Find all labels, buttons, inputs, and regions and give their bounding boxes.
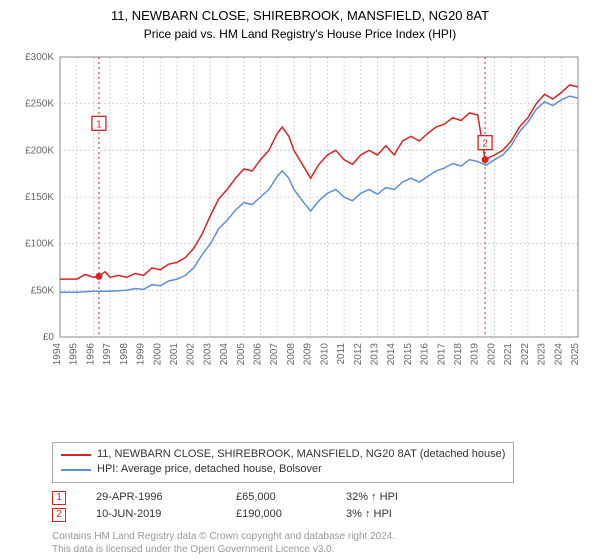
svg-text:£50K: £50K	[31, 285, 55, 296]
svg-text:2014: 2014	[386, 342, 397, 365]
marker-price: £65,000	[236, 489, 316, 507]
marker-delta: 32% ↑ HPI	[346, 489, 398, 507]
marker-table-row: 2 10-JUN-2019 £190,000 3% ↑ HPI	[52, 506, 588, 524]
legend-item: HPI: Average price, detached house, Bols…	[61, 462, 505, 477]
svg-text:£100K: £100K	[25, 239, 54, 250]
svg-text:2006: 2006	[253, 342, 264, 365]
svg-text:2004: 2004	[219, 342, 230, 365]
marker-price: £190,000	[236, 506, 316, 524]
svg-text:2005: 2005	[236, 342, 247, 365]
svg-text:2002: 2002	[186, 342, 197, 365]
svg-text:£300K: £300K	[25, 52, 54, 63]
svg-text:2013: 2013	[369, 342, 380, 365]
svg-text:2003: 2003	[202, 342, 213, 365]
footer-line-2: This data is licensed under the Open Gov…	[52, 543, 588, 556]
legend-label: 11, NEWBARN CLOSE, SHIREBROOK, MANSFIELD…	[97, 447, 505, 462]
svg-text:2020: 2020	[486, 342, 497, 365]
chart-subtitle: Price paid vs. HM Land Registry's House …	[12, 27, 588, 41]
svg-text:2: 2	[482, 139, 488, 150]
svg-text:£0: £0	[43, 332, 55, 343]
marker-table-row: 1 29-APR-1996 £65,000 32% ↑ HPI	[52, 489, 588, 507]
marker-date: 10-JUN-2019	[96, 506, 206, 524]
legend-label: HPI: Average price, detached house, Bols…	[97, 462, 322, 477]
svg-text:1996: 1996	[85, 342, 96, 365]
svg-text:2018: 2018	[453, 342, 464, 365]
svg-text:£200K: £200K	[25, 145, 54, 156]
chart-container: 11, NEWBARN CLOSE, SHIREBROOK, MANSFIELD…	[0, 0, 600, 560]
marker-delta: 3% ↑ HPI	[346, 506, 392, 524]
svg-text:£150K: £150K	[25, 192, 54, 203]
chart-title: 11, NEWBARN CLOSE, SHIREBROOK, MANSFIELD…	[12, 8, 588, 25]
svg-text:£250K: £250K	[25, 99, 54, 110]
line-chart-svg: £0 £50K £100K £150K £200K £250K £300K 1994 1995 1…	[12, 47, 588, 377]
marker-badge: 1	[52, 491, 66, 505]
svg-text:1999: 1999	[136, 342, 147, 365]
svg-text:1: 1	[96, 119, 102, 130]
legend-swatch	[61, 469, 91, 471]
svg-text:1994: 1994	[52, 342, 63, 365]
svg-text:2001: 2001	[169, 342, 180, 365]
svg-text:2016: 2016	[420, 342, 431, 365]
svg-text:1995: 1995	[69, 342, 80, 365]
svg-text:2024: 2024	[553, 342, 564, 365]
svg-text:2023: 2023	[537, 342, 548, 365]
svg-text:2019: 2019	[470, 342, 481, 365]
legend: 11, NEWBARN CLOSE, SHIREBROOK, MANSFIELD…	[52, 442, 514, 483]
svg-text:2025: 2025	[570, 342, 581, 365]
svg-text:2011: 2011	[336, 342, 347, 364]
svg-text:2022: 2022	[520, 342, 531, 365]
svg-text:2009: 2009	[303, 342, 314, 365]
svg-text:2021: 2021	[503, 342, 514, 365]
svg-text:2010: 2010	[319, 342, 330, 365]
svg-text:2012: 2012	[353, 342, 364, 365]
marker-date: 29-APR-1996	[96, 489, 206, 507]
legend-item: 11, NEWBARN CLOSE, SHIREBROOK, MANSFIELD…	[61, 447, 505, 462]
chart-plot-area: £0 £50K £100K £150K £200K £250K £300K 1994 1995 1…	[12, 47, 588, 436]
footer-line-1: Contains HM Land Registry data © Crown c…	[52, 530, 588, 543]
svg-text:2008: 2008	[286, 342, 297, 365]
svg-text:2007: 2007	[269, 342, 280, 365]
marker-table: 1 29-APR-1996 £65,000 32% ↑ HPI 2 10-JUN-2019…	[52, 489, 588, 524]
footer-attribution: Contains HM Land Registry data © Crown c…	[52, 530, 588, 556]
legend-swatch	[61, 454, 91, 456]
marker-badge: 2	[52, 508, 66, 522]
svg-text:1998: 1998	[119, 342, 130, 365]
svg-text:1997: 1997	[102, 342, 113, 365]
svg-text:2017: 2017	[436, 342, 447, 365]
svg-text:2000: 2000	[152, 342, 163, 365]
svg-text:2015: 2015	[403, 342, 414, 365]
